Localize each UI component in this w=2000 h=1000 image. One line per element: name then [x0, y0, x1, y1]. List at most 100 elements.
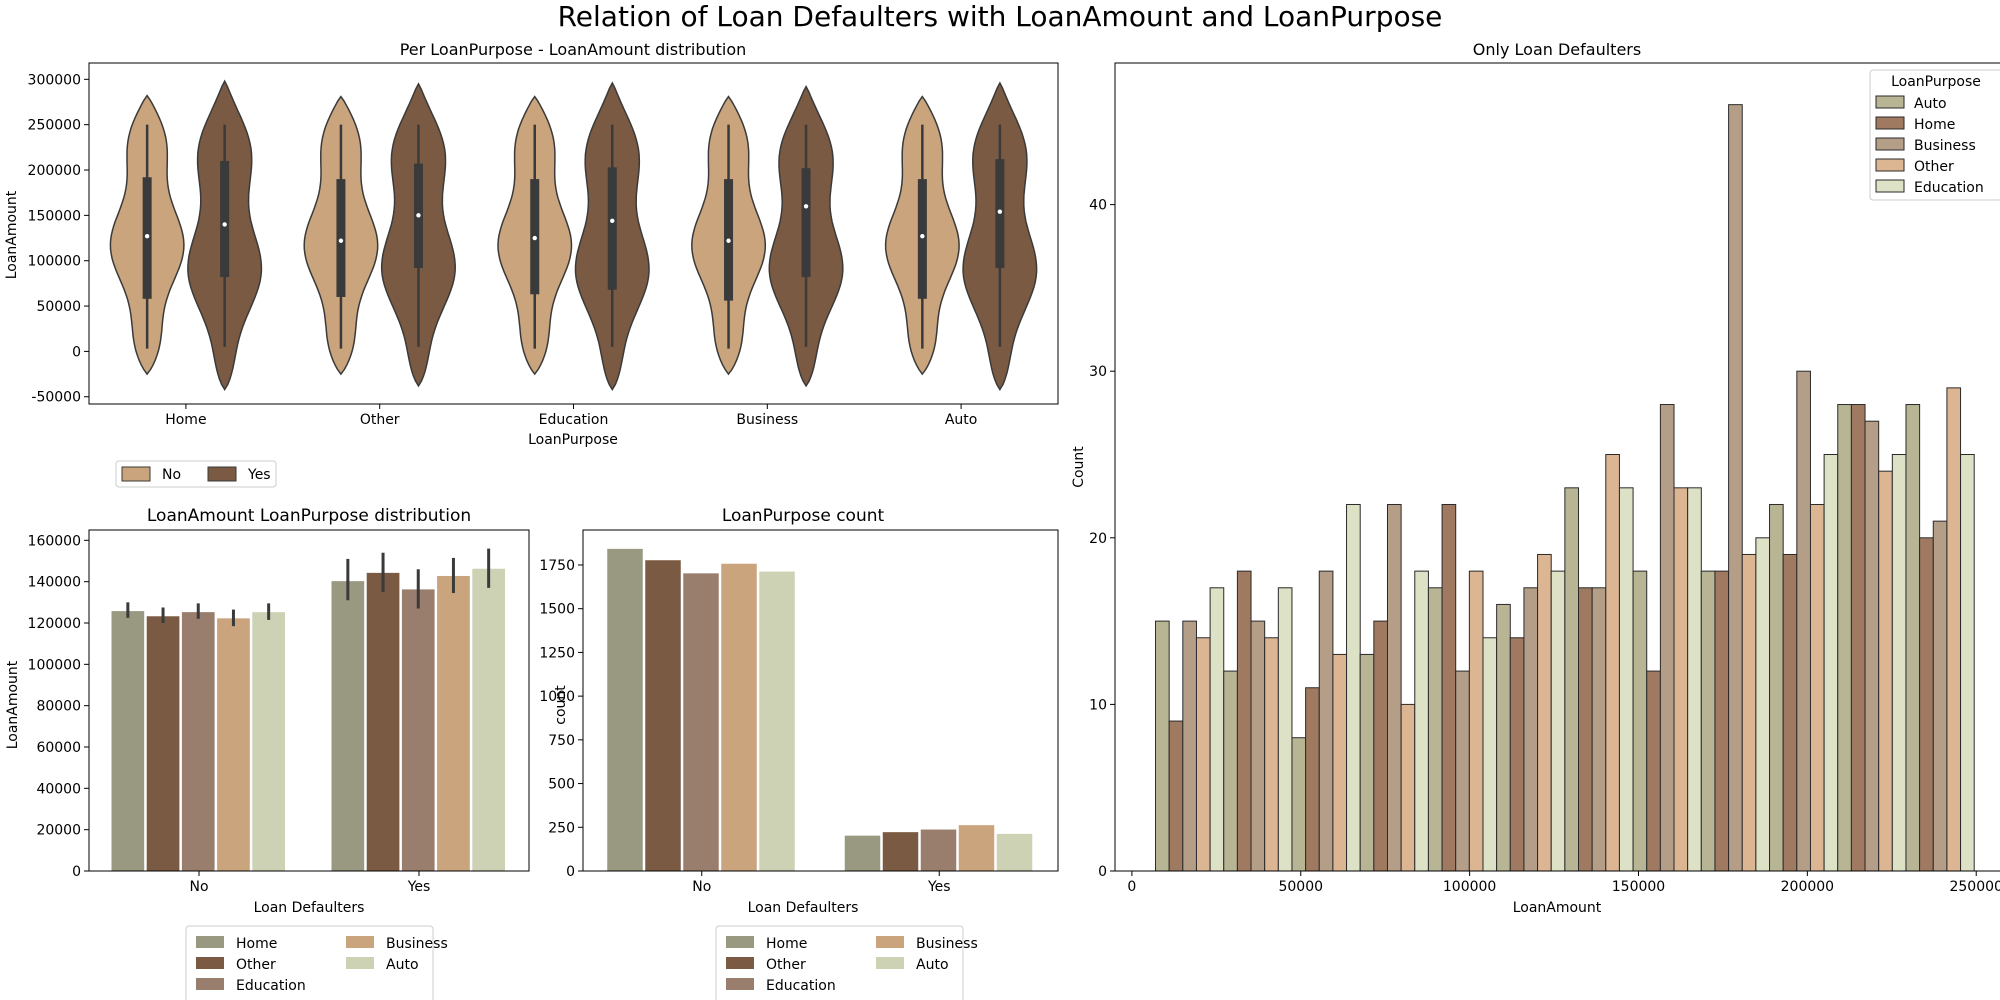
hist-xtick-label: 50000	[1278, 879, 1323, 895]
bar-home-no	[110, 610, 146, 872]
legend-swatch-business	[346, 936, 374, 948]
hist-bar-education	[1687, 487, 1702, 872]
countbar-title: LoanPurpose count	[722, 506, 885, 526]
violin-ytick-label: 250000	[28, 118, 81, 134]
hist-bar-business	[1386, 503, 1402, 872]
bar-business-yes	[957, 824, 996, 872]
ytick-label: 20000	[36, 823, 81, 839]
hist-bar-business	[1182, 620, 1197, 872]
violin-median-dot	[416, 213, 421, 218]
hist-bar-business	[1591, 587, 1607, 872]
hist-bar-business	[1250, 620, 1266, 872]
bar-education-no	[180, 611, 216, 872]
violin-median-dot	[610, 218, 615, 224]
meanbar-xlabel: Loan Defaulters	[254, 900, 365, 916]
bar-auto-yes	[471, 567, 506, 872]
hist-bar-home	[1236, 570, 1252, 872]
violin-median-dot	[803, 204, 809, 209]
legend-label-other: Other	[236, 957, 276, 973]
hist-bar-home	[1373, 620, 1388, 872]
hist-panel: Only Loan Defaulters LoanAmount Count 0 1…	[1071, 40, 2000, 916]
legend-swatch-home	[726, 936, 754, 948]
legend-label-home: Home	[236, 936, 277, 952]
ytick-label: 1250	[539, 645, 575, 661]
hist-bar-business	[1659, 404, 1675, 872]
violin-ytick-label: 200000	[28, 163, 81, 179]
legend-swatch-education	[726, 978, 754, 990]
violin-iqr-box	[607, 167, 617, 290]
hist-bar-other	[1400, 703, 1416, 872]
violin-xtick-label: Business	[736, 412, 798, 428]
violin-median-dot	[222, 222, 227, 227]
legend-swatch-business	[876, 936, 904, 948]
hist-bar-home	[1782, 553, 1798, 872]
hist-bar-education	[1482, 637, 1498, 872]
hist-bar-home	[1850, 404, 1866, 872]
hist-bar-business	[1932, 520, 1948, 872]
violin-ylabel: LoanAmount	[4, 190, 20, 279]
ytick-label: 120000	[28, 616, 81, 632]
violin-median-dot	[726, 238, 731, 243]
hist-bar-business	[1728, 104, 1743, 872]
legend-label-auto: Auto	[386, 957, 419, 973]
violin-xtick-label: Education	[539, 412, 609, 428]
hist-bar-business	[1523, 587, 1539, 872]
figure-title: Relation of Loan Defaulters with LoanAmo…	[558, 0, 1443, 33]
hist-xtick-label: 200000	[1781, 879, 1834, 895]
bar-other-yes	[881, 831, 920, 872]
hist-bar-education	[1891, 454, 1907, 872]
violin-iqr-box	[917, 179, 927, 299]
hist-bar-other	[1537, 553, 1552, 872]
ytick-label: 1750	[539, 558, 575, 574]
legend-swatch-no	[121, 466, 151, 482]
ytick-label: 160000	[28, 533, 81, 549]
hist-bar-other	[1468, 570, 1484, 872]
bar-business-yes	[436, 574, 471, 872]
hist-bar-auto	[1427, 587, 1443, 872]
hist-bar-education	[1277, 587, 1293, 872]
hist-ytick-label: 40	[1089, 198, 1107, 214]
xtick-label: Yes	[407, 879, 431, 895]
ytick-label: 750	[548, 733, 575, 749]
meanbar-panel: LoanAmount LoanPurpose distribution Loan…	[5, 506, 530, 1000]
hist-xtick-label: 250000	[1949, 879, 2000, 895]
hist-ytick-label: 20	[1089, 531, 1107, 547]
hist-xlabel: LoanAmount	[1513, 900, 1602, 916]
hist-bar-education	[1755, 537, 1771, 872]
hist-bar-home	[1441, 503, 1457, 872]
hist-bar-education	[1618, 487, 1634, 872]
hist-bar-business	[1796, 370, 1811, 872]
violin-axes-frame	[88, 62, 1059, 405]
violin-median-dot	[338, 238, 344, 243]
legend-swatch-auto	[876, 957, 904, 969]
hist-bar-auto	[1564, 487, 1580, 872]
hist-bar-education	[1346, 503, 1361, 872]
bar-home-yes	[843, 834, 882, 872]
ytick-label: 0	[566, 864, 575, 880]
meanbar-axes-frame	[88, 529, 530, 872]
legend-swatch-other	[1875, 158, 1905, 172]
hist-xtick-label: 0	[1127, 879, 1136, 895]
violin-panel: Per LoanPurpose - LoanAmount distributio…	[4, 40, 1059, 488]
violin-ytick-label: 100000	[28, 254, 81, 270]
hist-bar-other	[1264, 637, 1279, 872]
hist-bar-other	[1878, 470, 1893, 872]
hist-bar-auto	[1632, 570, 1648, 872]
hist-bar-auto	[1837, 404, 1852, 872]
violin-ytick-label: 0	[72, 344, 81, 360]
legend-swatch-yes	[207, 466, 237, 482]
bar-other-yes	[365, 571, 401, 872]
legend-swatch-business	[1875, 137, 1905, 151]
hist-bar-auto	[1905, 404, 1921, 872]
hist-ylabel: Count	[1071, 446, 1087, 488]
hist-bar-home	[1714, 570, 1730, 872]
ytick-label: 60000	[36, 740, 81, 756]
hist-bar-auto	[1700, 570, 1716, 872]
violin-ytick-label: -50000	[31, 390, 81, 406]
legend-label-auto: Auto	[1914, 96, 1947, 112]
hist-bar-home	[1509, 637, 1525, 872]
legend-swatch-other	[196, 957, 224, 969]
violin-median-dot	[532, 235, 537, 241]
countbar-ylabel: count	[553, 685, 569, 725]
hist-bar-education	[1550, 570, 1566, 872]
